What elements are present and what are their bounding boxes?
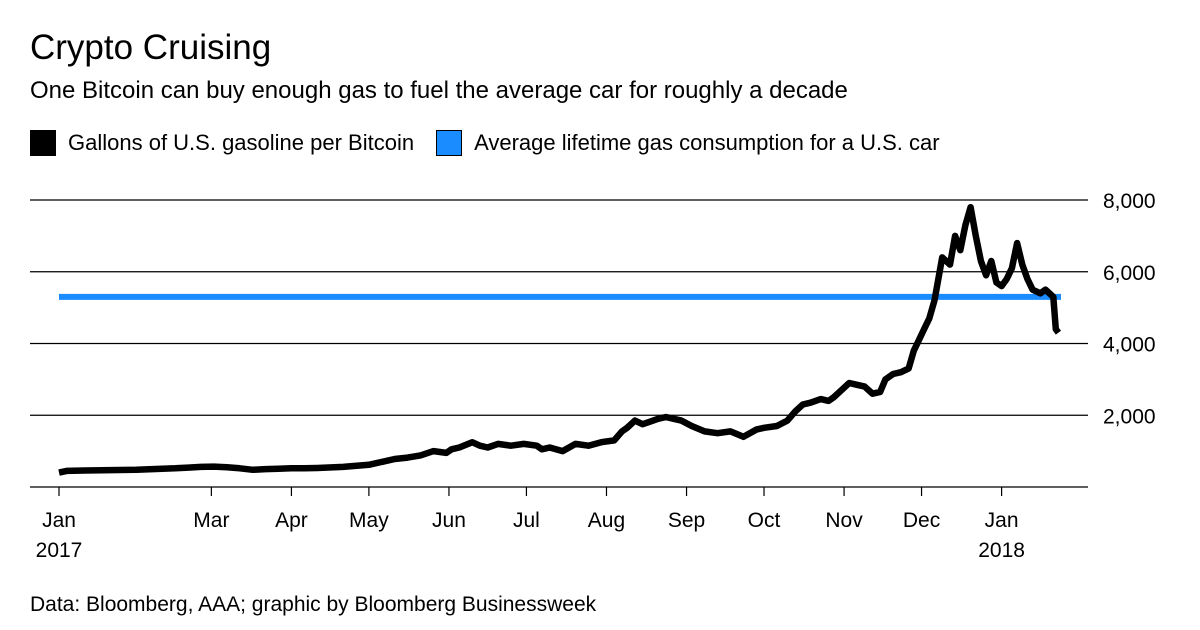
legend: Gallons of U.S. gasoline per Bitcoin Ave… [30,128,962,158]
x-tick-label-5: Jul [513,509,540,532]
legend-label-car: Average lifetime gas consumption for a U… [474,130,940,155]
x-tick-label-7: Sep [668,509,705,532]
x-tick-label-1: Mar [193,509,229,532]
x-tick-sublabel-0: 2017 [36,539,83,562]
legend-swatch-black [30,130,56,156]
x-tick-label-8: Oct [748,509,781,532]
x-tick-label-3: May [349,509,389,532]
chart-subtitle: One Bitcoin can buy enough gas to fuel t… [30,77,848,104]
x-tick-label-11: Jan [985,509,1019,532]
source-note: Data: Bloomberg, AAA; graphic by Bloombe… [30,593,597,616]
legend-swatch-blue [436,130,463,156]
x-tick-label-0: Jan [42,509,76,532]
y-tick-label-2000: 2,000 [1103,405,1156,428]
legend-label-bitcoin: Gallons of U.S. gasoline per Bitcoin [68,130,415,155]
x-tick-label-10: Dec [903,509,940,532]
y-tick-label-6000: 6,000 [1103,262,1156,285]
legend-item-bitcoin: Gallons of U.S. gasoline per Bitcoin [30,130,414,156]
chart-title: Crypto Cruising [30,28,272,67]
series-line-bitcoin-gallons [58,203,1062,476]
x-tick-label-6: Aug [588,509,625,532]
legend-item-car: Average lifetime gas consumption for a U… [436,130,940,156]
x-tick-sublabel-11: 2018 [978,539,1025,562]
x-tick-label-4: Jun [432,509,466,532]
x-tick-label-2: Apr [275,509,308,532]
y-tick-label-8000: 8,000 [1103,190,1156,213]
y-tick-label-4000: 4,000 [1103,334,1156,357]
x-tick-label-9: Nov [825,509,863,532]
